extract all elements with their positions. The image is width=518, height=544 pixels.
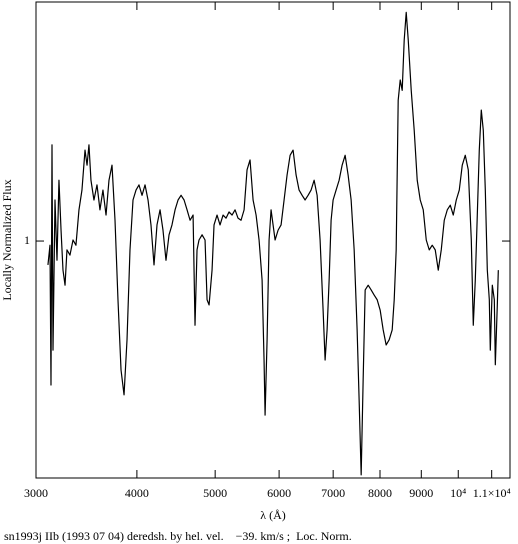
plot-frame bbox=[35, 1, 511, 479]
spectrum-line bbox=[47, 11, 499, 476]
x-tick-label: 7000 bbox=[321, 486, 345, 500]
x-tick-label: 3000 bbox=[24, 486, 48, 500]
x-tick-label: 10⁴ bbox=[450, 486, 466, 500]
x-tick-label: 9000 bbox=[409, 486, 433, 500]
x-tick-label: 6000 bbox=[267, 486, 291, 500]
x-axis-label: λ (Å) bbox=[260, 508, 285, 522]
x-tick-label: 8000 bbox=[368, 486, 392, 500]
chart-title: sn1993j IIb (1993 07 04) deredsh. by hel… bbox=[4, 529, 352, 543]
x-tick-label: 1.1×10⁴ bbox=[473, 486, 511, 500]
y-axis-label: Locally Normalized Flux bbox=[0, 179, 14, 300]
x-tick-label: 5000 bbox=[203, 486, 227, 500]
y-tick-label: 1 bbox=[24, 233, 30, 247]
x-tick-label: 4000 bbox=[125, 486, 149, 500]
